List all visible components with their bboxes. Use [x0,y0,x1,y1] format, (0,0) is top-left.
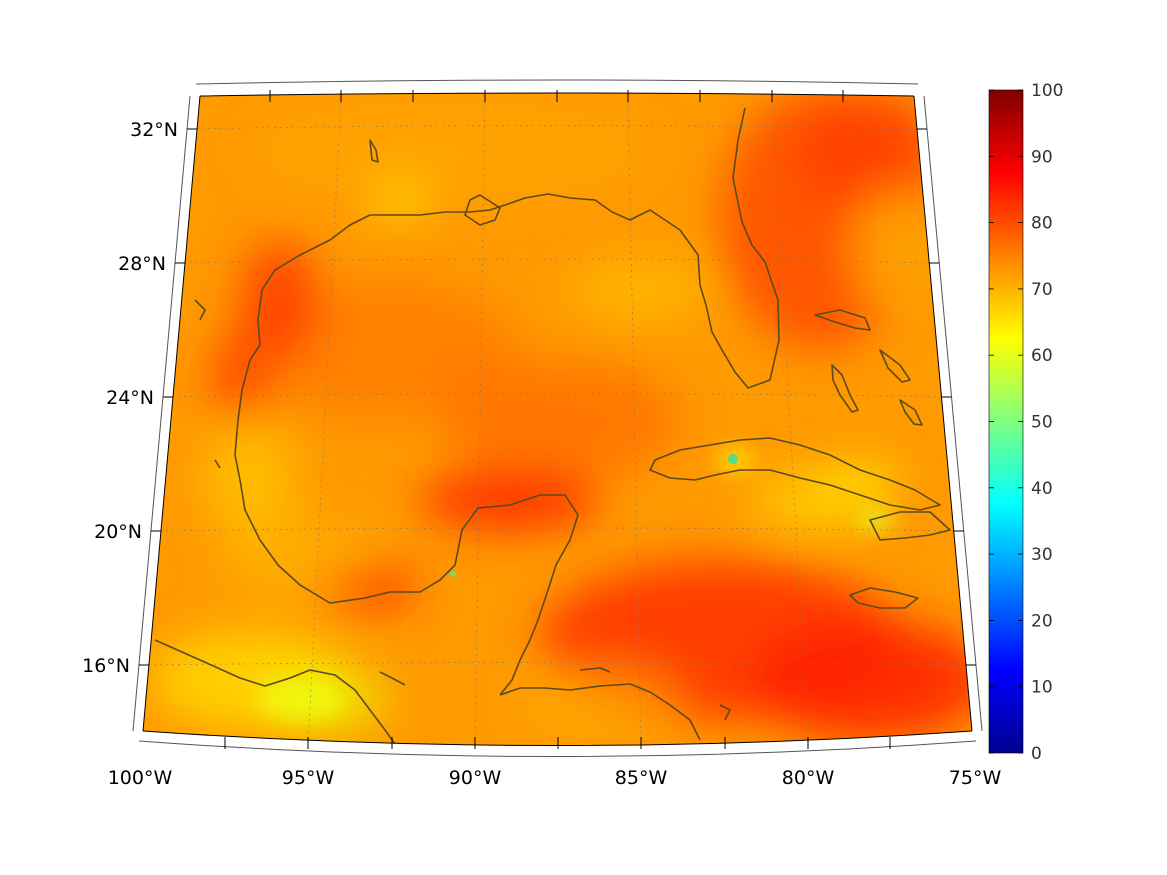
colorbar-tick-label: 10 [1031,678,1053,698]
colorbar-tick-label: 50 [1031,413,1053,433]
lon-label: 80°W [782,767,835,789]
lat-label: 32°N [130,119,178,141]
colorbar-tick-label: 70 [1031,280,1053,300]
colorbar-tick-label: 0 [1031,744,1042,764]
colorbar-tick-label: 40 [1031,479,1053,499]
lon-label: 85°W [615,767,668,789]
lon-label: 95°W [282,767,335,789]
longitude-labels: 100°W 95°W 90°W 85°W 80°W 75°W [108,767,1002,789]
latitude-labels: 32°N 28°N 24°N 20°N 16°N [82,119,178,677]
lat-label: 20°N [94,521,142,543]
colorbar-tick-label: 20 [1031,611,1053,631]
humidity-field [143,93,972,746]
colorbar-tick-label: 90 [1031,147,1053,167]
lat-label: 24°N [106,387,154,409]
colorbar-tick-label: 80 [1031,214,1053,234]
colorbar-tick-label: 100 [1031,81,1063,101]
lat-label: 16°N [82,655,130,677]
lat-label: 28°N [118,253,166,275]
colorbar: 0 10 20 30 40 50 60 70 80 90 100 [988,81,1063,764]
colorbar-tick-label: 60 [1031,346,1053,366]
lon-label: 90°W [449,767,502,789]
lon-label: 100°W [108,767,173,789]
colorbar-tick-label: 30 [1031,545,1053,565]
map-frame [132,79,983,757]
lon-label: 75°W [949,767,1002,789]
colorbar-gradient [988,89,1024,754]
